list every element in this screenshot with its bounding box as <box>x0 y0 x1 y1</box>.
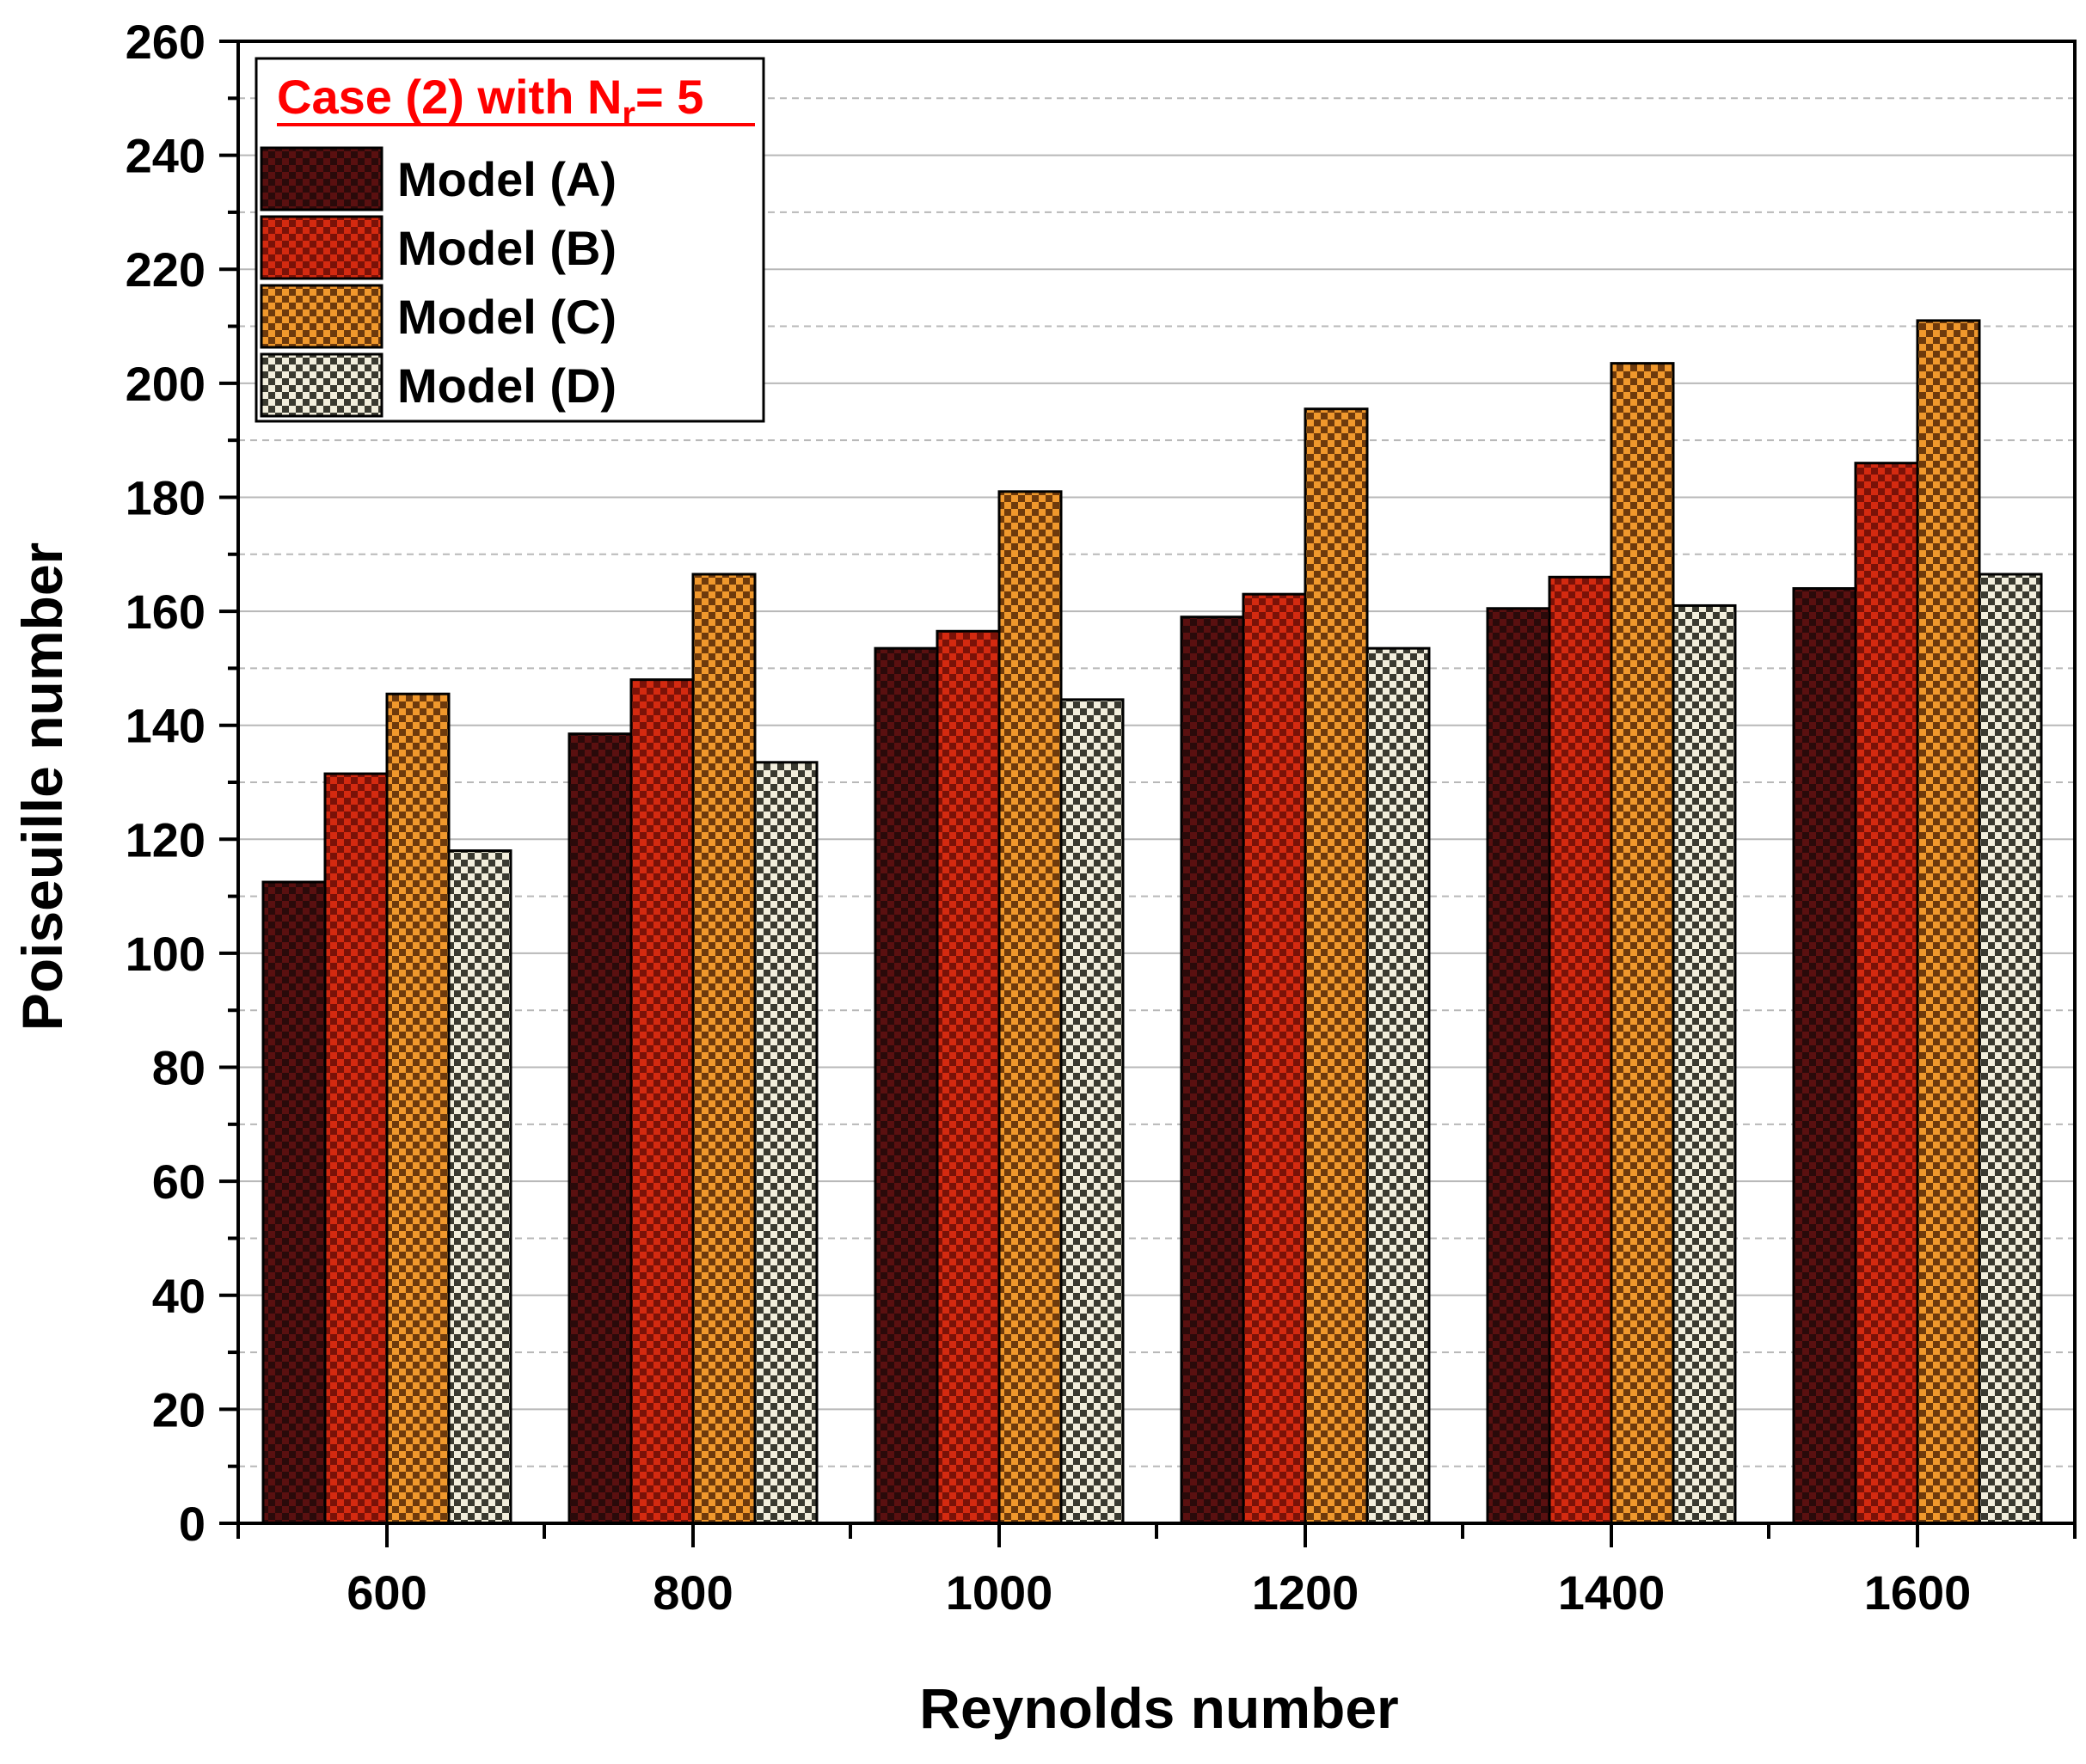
bar-model-d-1200 <box>1365 646 1431 1525</box>
y-tick-label: 220 <box>126 242 206 297</box>
y-tick-label: 20 <box>152 1382 206 1436</box>
y-tick-label: 180 <box>126 470 206 524</box>
bar-model-a-600 <box>261 880 327 1525</box>
x-tick-label: 800 <box>653 1565 733 1620</box>
x-axis-title: Reynolds number <box>919 1676 1398 1740</box>
y-tick-label: 80 <box>152 1041 206 1095</box>
bar-model-a-1600 <box>1792 587 1857 1525</box>
legend-title: Case (2) with Nr= 5 <box>277 70 703 133</box>
axes <box>219 40 2077 1547</box>
legend-label: Model (A) <box>397 152 617 206</box>
bar-model-c-1200 <box>1304 407 1369 1525</box>
y-tick-label: 260 <box>126 15 206 69</box>
y-axis-title: Poiseuille number <box>10 542 74 1031</box>
x-tick-label: 1200 <box>1252 1565 1359 1620</box>
y-tick-label: 40 <box>152 1269 206 1323</box>
legend-label: Model (D) <box>397 358 617 413</box>
y-tick-label: 200 <box>126 357 206 411</box>
bar-model-c-1000 <box>997 490 1063 1525</box>
bar-model-a-1200 <box>1180 616 1245 1525</box>
legend-title-tail: = 5 <box>635 70 703 124</box>
legend-swatch <box>260 352 383 418</box>
bar-model-b-1600 <box>1854 462 1919 1525</box>
y-tick-label: 140 <box>126 699 206 753</box>
y-tick-label: 240 <box>126 129 206 183</box>
bar-model-d-1000 <box>1059 698 1125 1525</box>
bar-model-b-1000 <box>936 629 1001 1525</box>
legend-swatch <box>260 146 383 211</box>
tick-labels: 0 20 40 60 80 100 120 140 160 180 200 220 240 260 600 8… <box>126 15 1972 1620</box>
bar-model-b-800 <box>629 678 695 1525</box>
legend-title-subscript: r <box>622 95 635 133</box>
bar-model-c-600 <box>385 692 451 1525</box>
bar-model-c-800 <box>691 573 757 1525</box>
bar-model-d-1600 <box>1978 573 2043 1525</box>
bar-model-c-1600 <box>1916 319 1981 1525</box>
legend-title-main: Case (2) with N <box>277 70 622 124</box>
bar-model-a-1000 <box>874 646 939 1525</box>
legend-label: Model (B) <box>397 221 617 275</box>
x-tick-label: 1600 <box>1864 1565 1972 1620</box>
y-tick-label: 160 <box>126 585 206 639</box>
bar-model-b-1400 <box>1548 575 1613 1525</box>
x-tick-label: 1400 <box>1558 1565 1666 1620</box>
legend-label: Model (C) <box>397 290 617 344</box>
bars <box>261 319 2043 1525</box>
legend: Case (2) with Nr= 5 Model (A) Model (B) Mo… <box>255 57 765 423</box>
legend-swatch <box>260 284 383 349</box>
bar-model-d-800 <box>753 761 819 1525</box>
bar-model-a-1400 <box>1486 607 1551 1525</box>
bar-model-c-1400 <box>1610 362 1675 1525</box>
bar-model-b-600 <box>323 772 389 1525</box>
y-tick-label: 60 <box>152 1155 206 1209</box>
bar-model-d-1400 <box>1672 603 1737 1525</box>
legend-swatch <box>260 215 383 280</box>
x-tick-label: 1000 <box>946 1565 1053 1620</box>
y-tick-label: 120 <box>126 812 206 867</box>
bar-model-b-1200 <box>1242 592 1307 1525</box>
gridlines <box>238 97 2075 1467</box>
bar-model-a-800 <box>568 732 633 1525</box>
bar-model-d-600 <box>447 849 512 1525</box>
x-tick-label: 600 <box>347 1565 426 1620</box>
y-tick-label: 0 <box>179 1497 206 1551</box>
y-tick-label: 100 <box>126 927 206 981</box>
